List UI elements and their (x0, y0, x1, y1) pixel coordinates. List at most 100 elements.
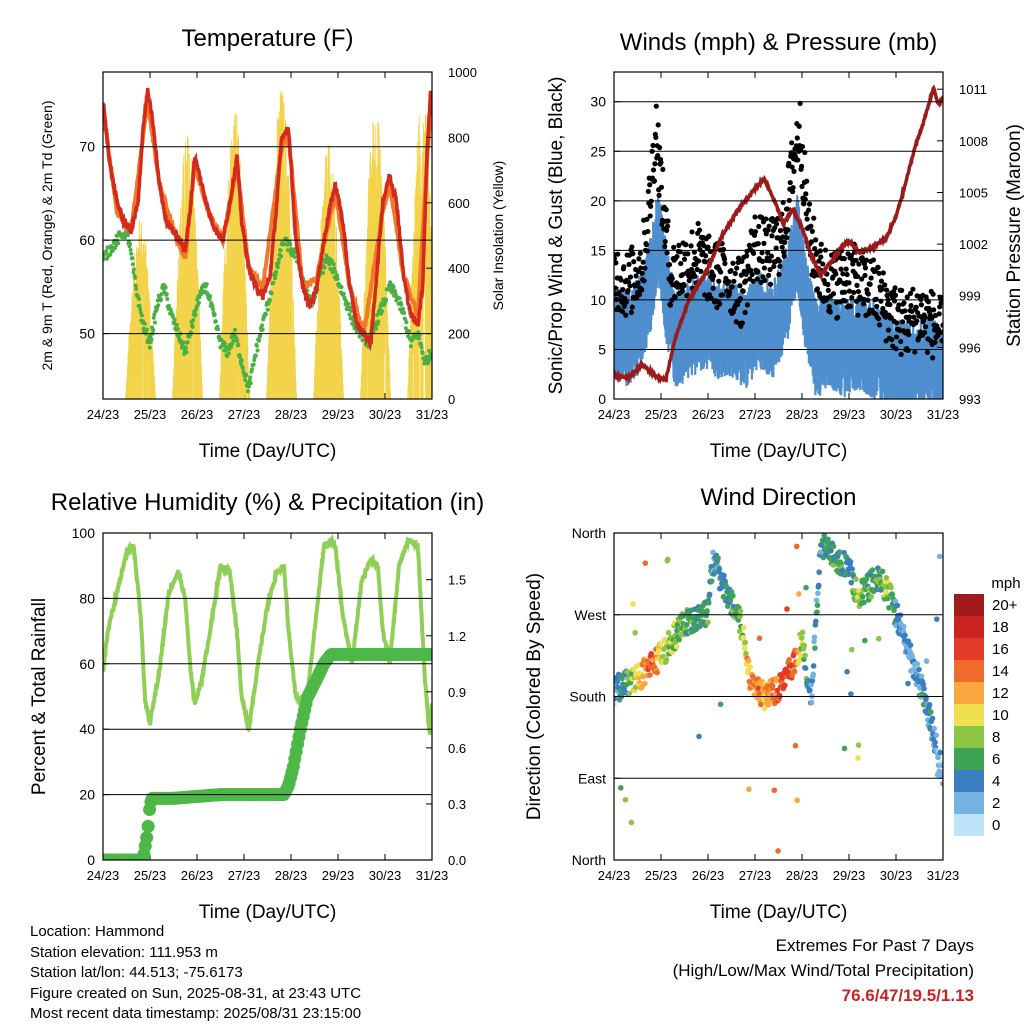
gust-point (758, 214, 765, 220)
dewpoint-point (419, 345, 424, 350)
wind-direction-point (716, 565, 723, 572)
wind-direction-point (665, 629, 672, 636)
gust-point (734, 265, 740, 271)
wind-direction-point (773, 677, 780, 684)
colorbar-swatch (954, 660, 984, 682)
rainfall-point (425, 647, 432, 661)
dewpoint-point (133, 283, 138, 288)
gust-point (735, 255, 742, 261)
wind-direction-point (907, 642, 914, 648)
wind-direction-point (920, 681, 927, 688)
colorbar-label: 8 (992, 729, 1000, 746)
wind-direction-point (809, 678, 816, 684)
gust-point (878, 298, 884, 304)
dewpoint-point (346, 301, 351, 306)
pressure-line (614, 84, 943, 385)
dewpoint-point (130, 256, 135, 261)
wind-direction-point (747, 664, 754, 670)
dewpoint-point (260, 323, 265, 328)
y-tick-label: 50 (79, 326, 95, 342)
gust-point (656, 145, 663, 151)
gust-point (818, 241, 824, 247)
gust-point (667, 302, 674, 308)
gust-point (727, 289, 733, 295)
wind-direction-point (673, 643, 680, 650)
gust-point (870, 257, 877, 263)
gust-point (759, 258, 766, 264)
dewpoint-point (137, 297, 142, 302)
wind-direction-point (630, 601, 636, 607)
dewpoint-point (151, 315, 156, 320)
colorbar-swatch (954, 792, 984, 814)
gust-point (837, 278, 843, 284)
gust-point (804, 178, 810, 184)
gust-point (805, 207, 812, 213)
plot-frame (102, 532, 433, 861)
gust-point (907, 290, 914, 296)
gust-point (813, 237, 819, 243)
wind-direction-point (916, 666, 922, 673)
x-tick-label: 27/23 (739, 868, 772, 883)
gust-point (923, 324, 929, 330)
wind-direction-point (923, 658, 930, 664)
solar-insolation-line (313, 144, 344, 399)
y-tick-label-right: 996 (959, 340, 981, 355)
gust-point (787, 179, 793, 186)
wind-direction-point (663, 656, 670, 663)
dewpoint-point (210, 303, 215, 308)
wind-direction-point (664, 556, 671, 563)
dewpoint-point (104, 248, 109, 253)
dewpoint-point (229, 345, 234, 350)
gust-point (796, 123, 802, 129)
wind-direction-point (861, 599, 867, 606)
wind-direction-point (799, 629, 806, 636)
dewpoint-point (247, 384, 252, 389)
extremes-subheading: (High/Low/Max Wind/Total Precipitation) (672, 961, 974, 980)
gust-point (629, 244, 635, 250)
gust-point (706, 233, 712, 239)
y-tick-label-right: 1002 (959, 237, 988, 252)
dewpoint-point (263, 312, 268, 317)
gust-point (750, 278, 756, 284)
gust-point (860, 301, 867, 307)
x-tick-label: 24/23 (598, 407, 631, 422)
dewpoint-point (331, 262, 336, 267)
wind-direction-point (741, 624, 747, 631)
extremes-heading: Extremes For Past 7 Days (775, 936, 974, 955)
y-tick-label-right: 1000 (448, 65, 477, 80)
x-tick-label: 31/23 (927, 407, 960, 422)
gust-point (679, 288, 685, 294)
wind-direction-point (813, 597, 820, 604)
colorbar: mph 20+ 18 16 14 12 10 8 6 4 2 0 (954, 575, 1021, 836)
gust-point (867, 281, 873, 287)
wind-direction-point (812, 645, 818, 651)
x-tick-label: 30/23 (369, 868, 402, 883)
dewpoint-point (183, 345, 188, 350)
gust-point (623, 299, 629, 305)
wind-direction-point (883, 575, 890, 581)
dewpoint-point (204, 282, 209, 287)
dewpoint-point (249, 367, 254, 372)
gust-point (936, 311, 942, 317)
gust-point (790, 188, 796, 195)
dewpoint-point (253, 353, 258, 358)
gust-point (785, 227, 791, 233)
gust-point (841, 256, 847, 262)
y-tick-label: 100 (72, 525, 96, 541)
colorbar-label: 20+ (992, 597, 1018, 614)
gust-point (722, 260, 728, 267)
dewpoint-point (339, 285, 344, 290)
wind-direction-point (784, 606, 790, 612)
wind-direction-point (875, 635, 882, 642)
gust-point (859, 276, 865, 282)
dewpoint-point (245, 389, 250, 394)
gust-point (868, 275, 874, 281)
x-tick-label: 29/23 (833, 407, 866, 422)
gust-point (750, 250, 757, 256)
station-elevation: Station elevation: 111.953 m (30, 943, 218, 961)
gust-point (767, 266, 773, 273)
dewpoint-point (239, 358, 244, 363)
colorbar-label: 4 (992, 773, 1000, 790)
dewpoint-point (335, 273, 340, 278)
